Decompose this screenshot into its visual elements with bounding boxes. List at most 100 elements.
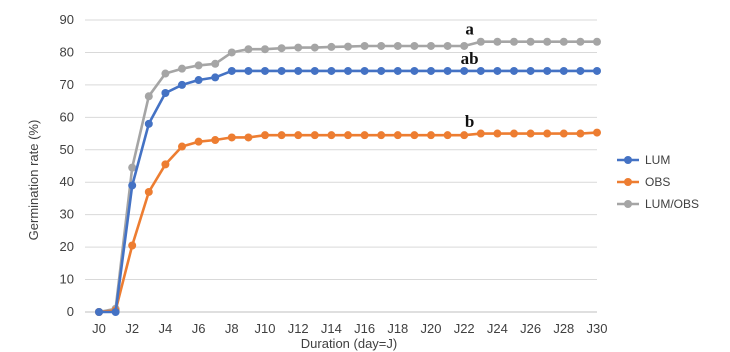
y-axis-title: Germination rate (%)	[26, 120, 41, 241]
data-point	[344, 42, 352, 51]
data-point	[128, 163, 137, 172]
x-tick-label: J14	[321, 321, 342, 336]
data-point	[576, 66, 585, 75]
y-tick-label: 70	[60, 77, 74, 92]
data-point	[377, 41, 386, 50]
data-point	[593, 128, 601, 137]
x-tick-label: J30	[587, 321, 608, 336]
data-point	[277, 66, 286, 75]
x-axis-title: Duration (day=J)	[301, 336, 397, 351]
data-point	[161, 160, 170, 169]
legend-label: LUM/OBS	[645, 197, 699, 211]
data-point	[161, 89, 170, 97]
data-point	[227, 66, 236, 75]
data-point	[294, 66, 303, 75]
legend-item: LUM/OBS	[617, 197, 699, 211]
data-point	[427, 131, 435, 140]
data-point	[576, 37, 585, 46]
data-point	[543, 37, 552, 46]
data-point	[593, 37, 601, 46]
data-point	[427, 41, 435, 50]
data-point	[460, 66, 469, 75]
data-point	[393, 41, 402, 50]
series-line	[98, 131, 598, 314]
y-tick-label: 20	[60, 239, 74, 254]
data-point	[410, 66, 419, 75]
data-point	[310, 66, 319, 75]
axes: 0 10 20 30 40 50 60 70 80 90 J0 J2 J4 J6 J8 J10 J12 J14 J1…	[60, 12, 608, 336]
data-point	[427, 66, 435, 75]
series-obs	[95, 128, 601, 316]
x-tick-label: J28	[553, 321, 574, 336]
data-point	[510, 66, 518, 75]
data-point	[310, 43, 319, 52]
data-point	[344, 131, 352, 140]
x-tick-label: J8	[225, 321, 239, 336]
x-tick-label: J16	[354, 321, 375, 336]
data-point	[261, 45, 269, 54]
legend-item: OBS	[617, 175, 670, 189]
y-tick-label: 50	[60, 142, 74, 157]
data-point	[559, 66, 568, 75]
data-point	[211, 73, 220, 82]
data-point	[493, 66, 502, 75]
x-tick-label: J2	[125, 321, 139, 336]
data-point	[277, 131, 286, 140]
data-point	[327, 42, 336, 51]
data-point	[360, 66, 369, 75]
data-point	[443, 131, 452, 140]
data-point	[211, 136, 220, 145]
y-tick-label: 30	[60, 207, 74, 222]
significance-letter: a	[465, 20, 474, 39]
data-point	[460, 131, 469, 140]
data-point	[526, 37, 535, 46]
x-tick-label: J10	[255, 321, 276, 336]
data-point	[543, 129, 552, 138]
data-point	[443, 66, 452, 75]
legend-swatch-marker	[624, 156, 632, 164]
x-tick-label: J4	[159, 321, 173, 336]
data-point	[194, 137, 203, 146]
data-point	[559, 129, 568, 138]
data-point	[510, 37, 518, 46]
data-point	[476, 37, 485, 46]
y-tick-label: 60	[60, 109, 74, 124]
data-point	[377, 66, 386, 75]
data-point	[178, 142, 186, 151]
data-point	[178, 64, 186, 73]
data-point	[244, 66, 253, 75]
data-point	[393, 131, 402, 140]
significance-letter: ab	[461, 49, 479, 68]
legend-swatch-marker	[624, 200, 632, 208]
data-point	[327, 131, 336, 140]
legend-item: LUM	[617, 153, 670, 167]
data-point	[476, 129, 485, 138]
data-point	[95, 308, 103, 316]
x-tick-label: J6	[192, 321, 206, 336]
data-point	[493, 129, 502, 138]
x-tick-label: J20	[421, 321, 442, 336]
data-point	[294, 131, 303, 140]
data-point	[576, 129, 585, 138]
data-point	[360, 131, 369, 140]
series-lum	[95, 66, 601, 316]
significance-letter: b	[465, 112, 474, 131]
y-tick-label: 90	[60, 12, 74, 27]
data-point	[227, 133, 236, 142]
data-point	[443, 41, 452, 50]
data-point	[593, 66, 601, 75]
data-point	[144, 119, 153, 128]
significance-letters: a ab b	[461, 20, 479, 131]
gridlines	[85, 19, 597, 281]
data-point	[460, 41, 469, 50]
x-tick-label: J26	[520, 321, 541, 336]
data-point	[277, 44, 286, 53]
data-point	[393, 66, 402, 75]
x-tick-label: J22	[454, 321, 475, 336]
data-point	[510, 129, 518, 138]
data-point	[128, 241, 137, 250]
data-point	[128, 181, 137, 190]
series-lum-obs	[95, 37, 601, 316]
data-point	[227, 48, 236, 57]
